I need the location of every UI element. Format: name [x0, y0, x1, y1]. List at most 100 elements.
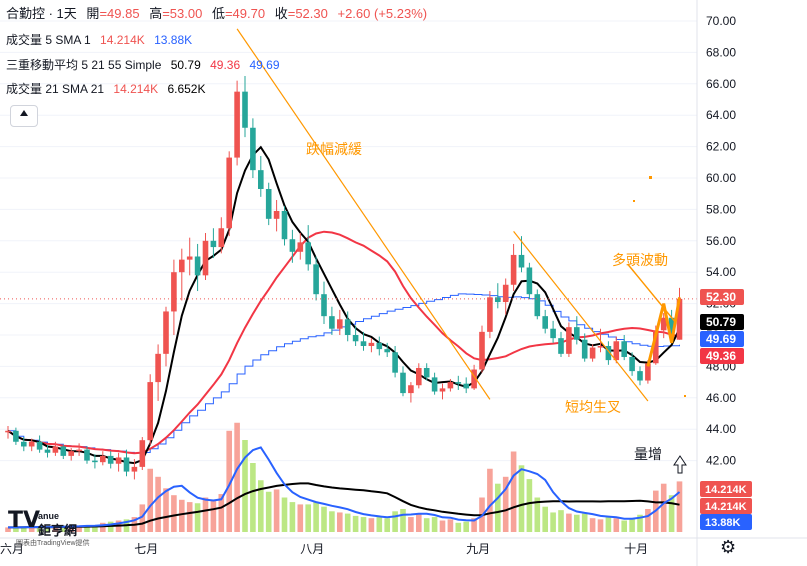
- candle-body: [131, 466, 138, 472]
- candle-body: [305, 242, 311, 265]
- ma21-line: [7, 230, 680, 455]
- volume-bar: [668, 495, 675, 532]
- candle-body: [194, 256, 201, 276]
- volume-bar: [574, 514, 580, 532]
- candle-body: [645, 363, 651, 381]
- volume-bar: [210, 499, 217, 532]
- symbol-name[interactable]: 合勤控 · 1天: [6, 6, 77, 21]
- volume-bar: [439, 520, 446, 532]
- candle-body: [360, 341, 367, 346]
- collapse-legend-button[interactable]: [10, 105, 38, 127]
- volume-bar: [84, 526, 90, 532]
- candle-body: [329, 316, 335, 329]
- candle-body: [613, 341, 620, 361]
- dot-marker: [633, 200, 635, 202]
- volume-bar: [534, 497, 541, 532]
- volume-bar: [566, 513, 572, 532]
- candle-body: [321, 294, 327, 317]
- volume-bar: [52, 526, 59, 532]
- wave-highlight: [646, 297, 681, 367]
- volume-bar: [44, 527, 51, 532]
- volume-bar: [518, 465, 525, 532]
- price-tag-label: 52.30: [706, 290, 736, 304]
- candle-body: [495, 297, 501, 303]
- price-tag: [700, 331, 744, 347]
- legend-triple-ma[interactable]: 三重移動平均 5 21 55 Simple 50.79 49.36 49.69: [6, 58, 280, 72]
- candle-body: [281, 210, 288, 240]
- volume-bar: [13, 527, 19, 532]
- candle-body: [605, 345, 612, 361]
- volume-bar: [273, 489, 280, 532]
- candle-body: [107, 455, 114, 464]
- volume-bar: [337, 512, 343, 532]
- volume-bar: [36, 527, 43, 532]
- candle-body: [589, 347, 596, 359]
- candle-body: [558, 338, 564, 354]
- volume-bar: [423, 518, 430, 532]
- candle-body: [163, 311, 169, 354]
- price-grid: [0, 20, 697, 462]
- candle-body: [653, 330, 659, 364]
- candle-body: [668, 317, 675, 334]
- price-tag: [700, 289, 744, 305]
- volume-bar: [234, 422, 240, 532]
- price-tick-label: 56.00: [706, 234, 736, 248]
- close-value: 收=52.30: [274, 6, 328, 21]
- volume-tag: [700, 481, 752, 497]
- gear-icon[interactable]: ⚙: [720, 537, 737, 557]
- volume-bar: [368, 518, 375, 532]
- candle-body: [313, 264, 319, 295]
- price-tags: 52.30 50.79 49.69 49.36 14.214K 14.214K 13.88K: [700, 289, 752, 530]
- candle-body: [100, 455, 106, 463]
- trend-line: [236, 28, 491, 400]
- candle-body: [147, 382, 153, 441]
- time-tick-label: 八月: [300, 542, 324, 556]
- candle-body: [13, 430, 19, 442]
- volume-bar: [344, 513, 351, 532]
- volume-bar: [329, 511, 335, 532]
- volume-bar: [431, 517, 438, 532]
- volume-bar: [558, 510, 564, 532]
- volume-bar: [147, 468, 153, 532]
- symbol-header: 合勤控 · 1天 開=49.85 高=53.00 低=49.70 收=52.30…: [6, 6, 433, 22]
- candle-body: [550, 328, 556, 339]
- anue-logo[interactable]: TV anue 鉅亨網 圖表由TradingView提供: [8, 508, 138, 548]
- price-tick-label: 60.00: [706, 171, 736, 185]
- change-value: +2.60 (+5.23%): [337, 6, 428, 21]
- candle-body: [21, 441, 27, 447]
- annotation-label: 多頭波動: [612, 252, 668, 268]
- volume-bar: [629, 518, 635, 532]
- price-tag-label: 49.36: [706, 349, 736, 363]
- volume-bar: [92, 525, 98, 532]
- volume-bar: [613, 518, 620, 532]
- candle-body: [408, 385, 414, 394]
- candle-body: [76, 449, 82, 452]
- legend-volume-sma[interactable]: 成交量 5 SMA 1 14.214K 13.88K: [6, 33, 193, 47]
- candle-body: [423, 367, 430, 378]
- volume-bar: [289, 502, 296, 532]
- candle-body: [534, 294, 541, 317]
- candle-body: [479, 331, 485, 370]
- legend-volume-sma21[interactable]: 成交量 21 SMA 21 14.214K 6.652K: [6, 82, 206, 96]
- ma5-line: [7, 145, 681, 465]
- candle-body: [179, 259, 185, 273]
- candle-body: [44, 449, 51, 453]
- volume-bar: [589, 518, 596, 532]
- volume-bar: [194, 503, 201, 532]
- volume-bar: [202, 497, 209, 532]
- volume-bar: [471, 518, 477, 532]
- volume-bar: [171, 495, 177, 532]
- candle-body: [392, 352, 398, 373]
- time-tick-label: 九月: [466, 542, 490, 556]
- time-axis[interactable]: 六月 七月 八月 九月 十月: [0, 537, 807, 556]
- volume-bar: [76, 526, 82, 532]
- candle-body: [60, 446, 67, 456]
- candle-body: [660, 317, 667, 331]
- volume-bar: [392, 511, 398, 532]
- volume-bar: [100, 522, 106, 532]
- volume-bar: [408, 517, 414, 532]
- volume-bar: [313, 502, 319, 532]
- volume-bar: [297, 504, 304, 532]
- volume-bar: [250, 463, 256, 532]
